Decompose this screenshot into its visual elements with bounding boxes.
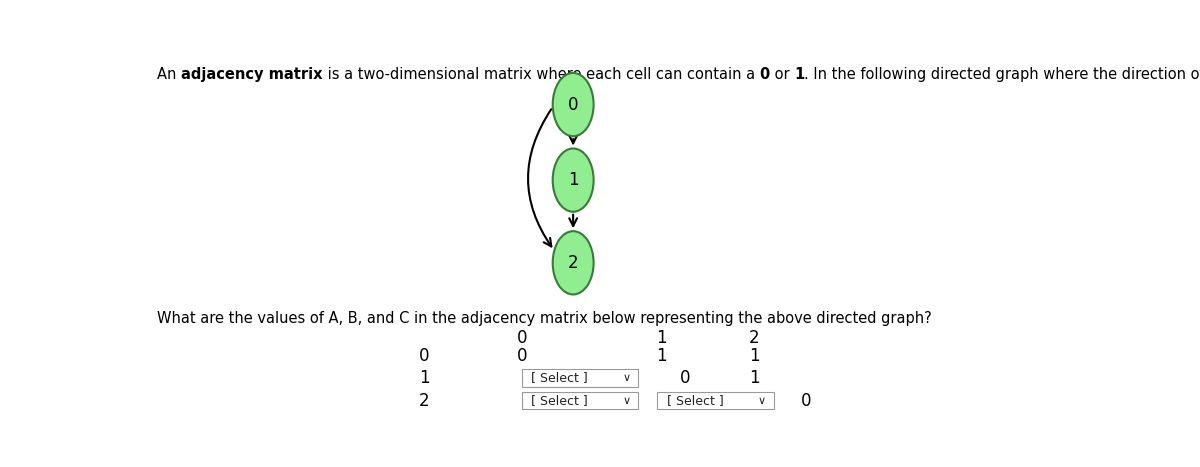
Text: 1: 1 <box>749 347 760 365</box>
Text: 2: 2 <box>419 391 430 410</box>
Text: ∨: ∨ <box>623 373 630 383</box>
Text: [ Select ]: [ Select ] <box>530 371 588 384</box>
Text: [ Select ]: [ Select ] <box>667 394 724 407</box>
Ellipse shape <box>553 231 594 295</box>
Text: An: An <box>157 67 181 82</box>
Text: 1: 1 <box>656 329 667 347</box>
Ellipse shape <box>553 73 594 136</box>
FancyBboxPatch shape <box>658 392 774 409</box>
Ellipse shape <box>553 149 594 212</box>
Text: 0: 0 <box>679 369 690 387</box>
Text: 2: 2 <box>568 254 578 272</box>
Text: . In the following directed graph where the direction of each edge is as indicat: . In the following directed graph where … <box>804 67 1200 82</box>
Text: [ Select ]: [ Select ] <box>530 394 588 407</box>
Text: or: or <box>770 67 794 82</box>
Text: adjacency matrix: adjacency matrix <box>181 67 323 82</box>
Text: 1: 1 <box>794 67 804 82</box>
Text: 0: 0 <box>568 96 578 113</box>
Text: 1: 1 <box>749 369 760 387</box>
FancyBboxPatch shape <box>522 392 637 409</box>
Text: What are the values of A, B, and C in the adjacency matrix below representing th: What are the values of A, B, and C in th… <box>157 311 932 326</box>
Text: is a two-dimensional matrix where each cell can contain a: is a two-dimensional matrix where each c… <box>323 67 760 82</box>
FancyBboxPatch shape <box>522 369 637 387</box>
Text: ∨: ∨ <box>623 396 630 405</box>
Text: 2: 2 <box>749 329 760 347</box>
Text: 0: 0 <box>517 347 527 365</box>
Text: 1: 1 <box>656 347 667 365</box>
Text: 1: 1 <box>568 171 578 189</box>
Text: 0: 0 <box>517 329 527 347</box>
Text: 0: 0 <box>760 67 770 82</box>
Text: 0: 0 <box>419 347 430 365</box>
Text: ∨: ∨ <box>758 396 766 405</box>
Text: 0: 0 <box>800 391 811 410</box>
Text: 1: 1 <box>419 369 430 387</box>
